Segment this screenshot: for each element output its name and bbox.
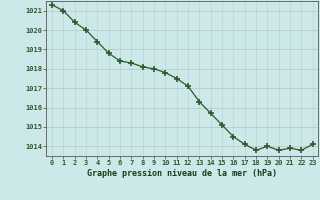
X-axis label: Graphe pression niveau de la mer (hPa): Graphe pression niveau de la mer (hPa) — [87, 169, 277, 178]
